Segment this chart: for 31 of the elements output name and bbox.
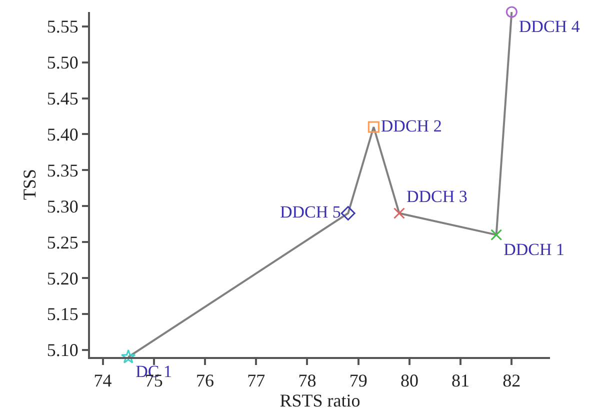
point: [368, 121, 380, 133]
x-axis-title: RSTS ratio: [280, 390, 360, 411]
y-tick-label: 5.15: [46, 304, 78, 324]
y-tick-label: 5.25: [46, 232, 78, 252]
series-label: DDCH 3: [406, 186, 468, 206]
series-label: DDCH 4: [518, 17, 580, 36]
point: [393, 208, 405, 219]
x-tick-label: 78: [298, 370, 316, 391]
series-label: DDCH 2: [380, 116, 442, 136]
series-label: DDCH 5: [280, 202, 341, 222]
y-tick-label: 5.35: [46, 160, 78, 180]
y-tick-label: 5.10: [46, 340, 78, 360]
y-tick-label: 5.50: [46, 52, 78, 73]
series-label: DDCH 1: [504, 240, 564, 259]
point: [506, 6, 518, 18]
x-tick-label: 74: [94, 370, 112, 391]
point: [120, 349, 136, 364]
y-tick-label: 5.55: [46, 16, 78, 37]
point: [340, 206, 356, 220]
y-tick-label: 5.45: [46, 88, 78, 109]
y-tick-label: 5.30: [46, 196, 78, 216]
x-tick-label: 82: [502, 370, 521, 391]
x-tick-label: 76: [196, 370, 214, 391]
y-tick-label: 5.20: [46, 268, 78, 288]
y-tick-label: 5.40: [46, 124, 78, 144]
x-tick-label: 81: [452, 370, 470, 391]
x-tick-label: 80: [400, 370, 418, 391]
x-tick-label: 77: [247, 370, 266, 391]
point: [490, 229, 502, 241]
y-axis-title: TSS: [20, 168, 40, 200]
x-tick-label: 79: [349, 370, 368, 391]
